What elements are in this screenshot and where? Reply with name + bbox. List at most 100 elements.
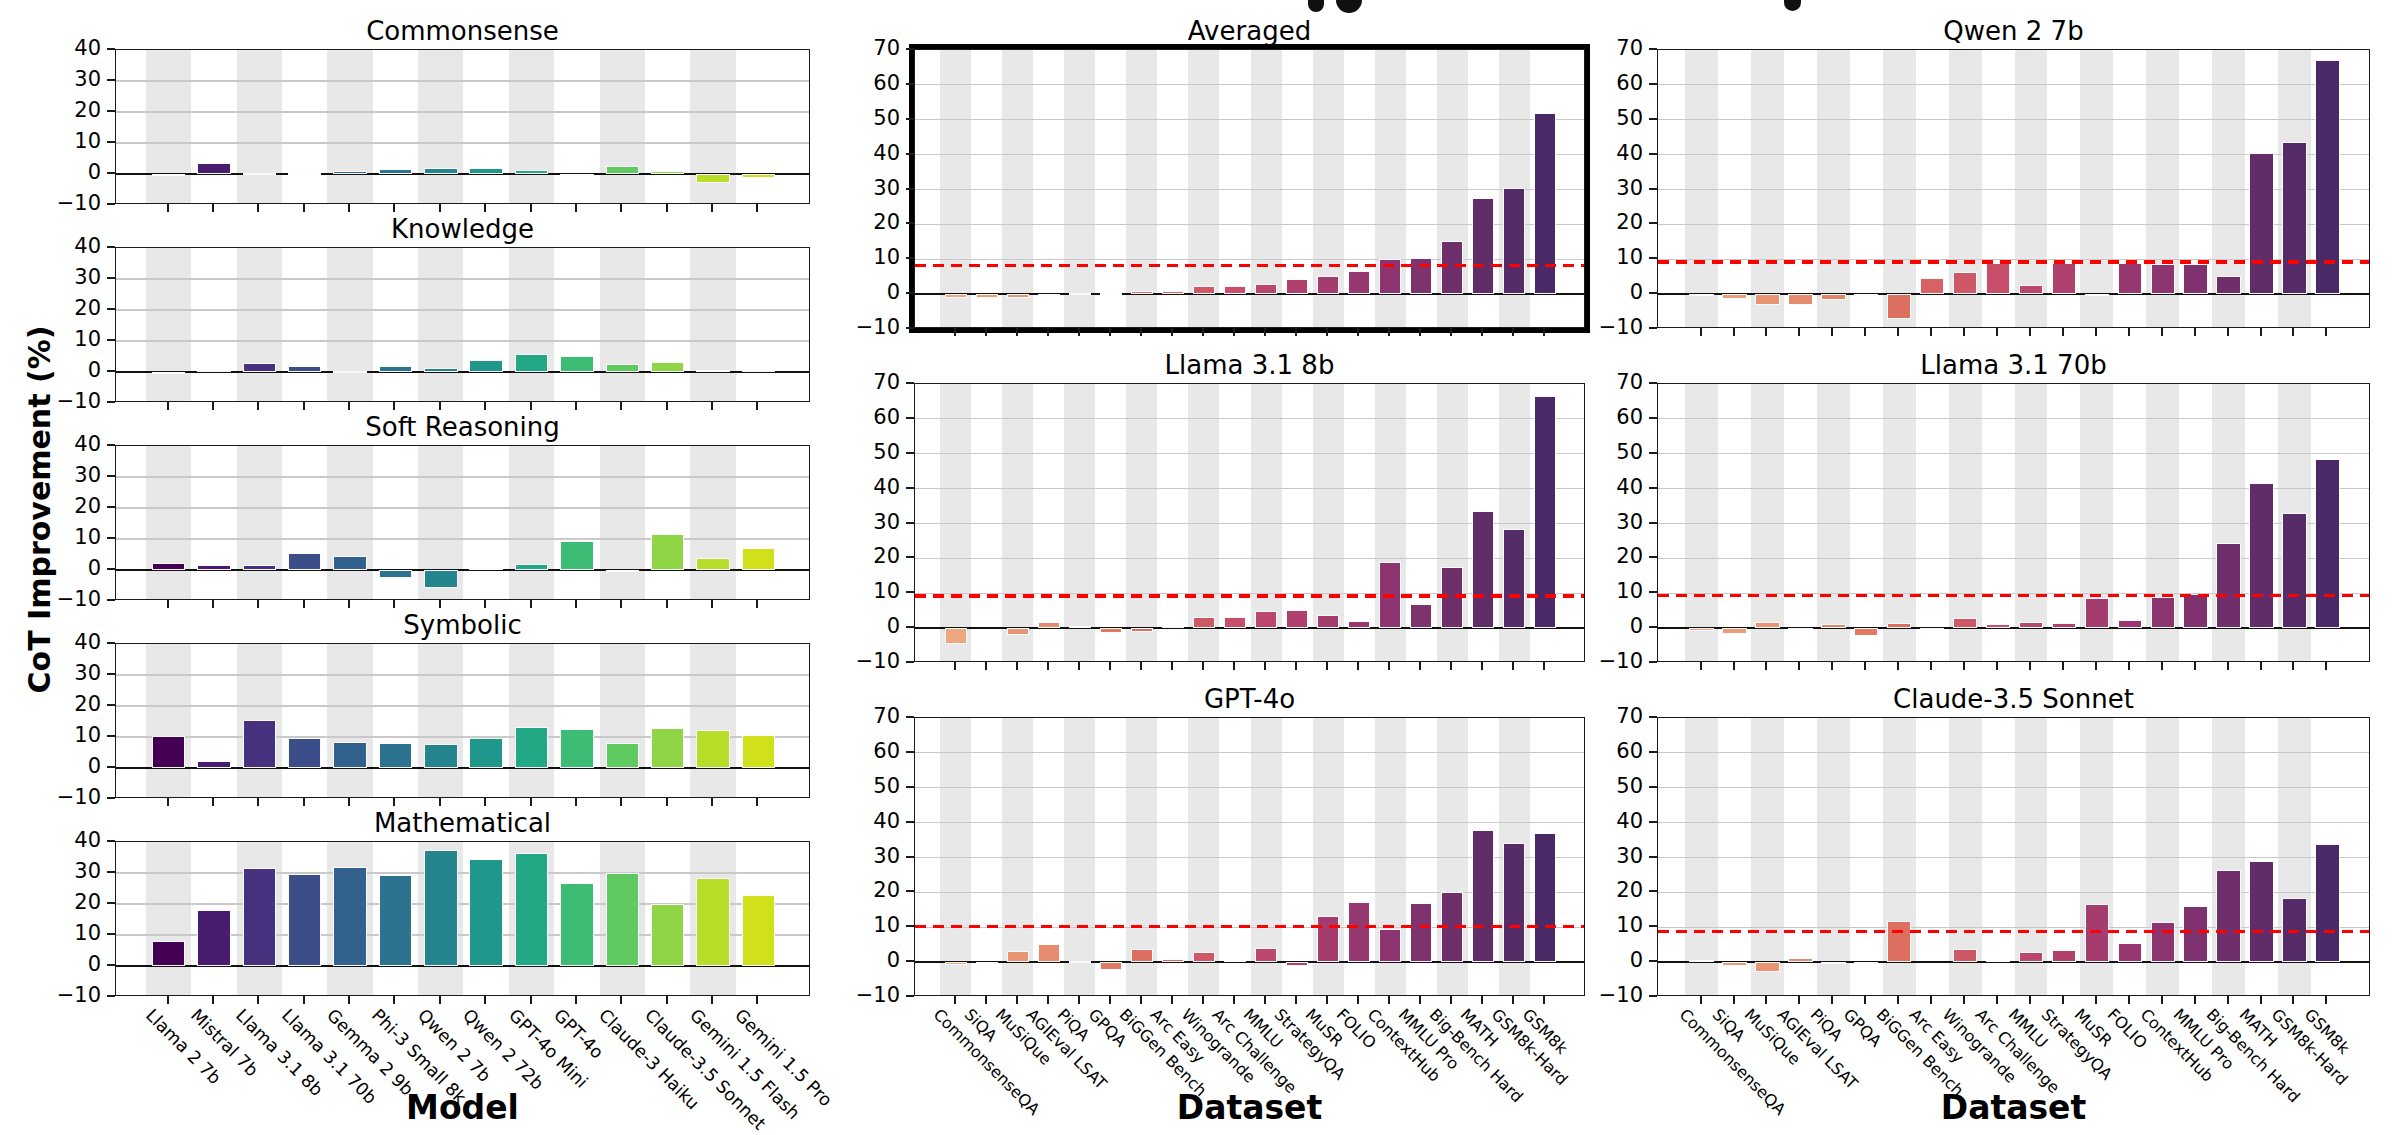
gridline [116,538,809,539]
y-tick-mark [1649,960,1657,962]
bar-Claude-3 Haiku [606,570,640,572]
x-tick-mark [1047,996,1049,1004]
bar-Mistral 7b [197,761,231,768]
chart-llama-3-1-8b: Llama 3.1 8b706050403020100−10 [914,383,1585,662]
x-tick-mark [2095,328,2097,336]
x-tick-mark [303,600,305,608]
bar-CommonsenseQA [945,294,968,297]
bar-Arc Easy [1162,291,1185,294]
x-tick-mark [1357,996,1359,1004]
bar-FOLIO [2118,620,2142,628]
y-tick-mark [906,786,914,788]
y-tick-label: 30 [33,861,101,882]
y-tick-mark [107,735,115,737]
chart-title-symbolic: Symbolic [115,610,810,640]
bar-Gemini 1.5 Pro [742,735,776,768]
gridline [915,787,1584,788]
plot-area-averaged [914,49,1585,328]
x-tick-mark [1233,996,1235,1004]
gridline [116,80,809,81]
background-band [418,50,463,203]
y-tick-mark [1649,48,1657,50]
y-tick-label: 50 [1575,776,1643,797]
x-tick-mark [167,798,169,806]
x-tick-mark [756,996,758,1004]
bar-MMLU Pro [2183,594,2207,628]
x-tick-mark [1864,996,1866,1004]
x-tick-mark [2227,662,2229,670]
gridline [1658,857,2369,858]
bar-StrategyQA [1286,962,1309,965]
y-tick-label: 60 [832,407,900,428]
y-tick-label: 0 [1575,950,1643,971]
y-tick-mark [906,83,914,85]
x-tick-mark [439,204,441,212]
x-tick-mark [2292,328,2294,336]
plot-area-llama-3-1-8b [914,383,1585,662]
bar-Mistral 7b [197,910,231,966]
gridline [915,418,1584,419]
background-band [237,50,282,203]
gridline [116,309,809,310]
x-tick-mark [1481,996,1483,1004]
y-tick-label: −10 [1575,317,1643,338]
background-band [509,644,554,797]
x-tick-mark [2095,662,2097,670]
bar-MuSiQue [1755,294,1779,305]
x-tick-mark [985,662,987,670]
bar-StrategyQA [2052,263,2076,294]
x-tick-mark [393,204,395,212]
gridline [116,674,809,675]
figure-canvas: CoT Improvement (%) Commonsense403020100… [0,0,2392,1135]
x-tick-mark [2292,662,2294,670]
bar-MATH [2249,861,2273,962]
y-tick-mark [906,153,914,155]
gridline [116,476,809,477]
background-band [509,446,554,599]
x-tick-mark [2029,662,2031,670]
x-tick-mark [1295,328,1297,336]
y-tick-label: 0 [33,162,101,183]
bar-BiGGen Bench [1131,628,1154,632]
x-tick-mark [2161,328,2163,336]
bar-GPT-4o [560,356,594,372]
x-tick-mark [756,798,758,806]
x-tick-mark [1295,662,1297,670]
bar-MATH [1472,511,1495,628]
background-band [600,644,645,797]
y-tick-label: 10 [1575,247,1643,268]
x-tick-mark [666,996,668,1004]
bar-GSM8k [2315,459,2339,628]
y-tick-label: 0 [1575,616,1643,637]
x-tick-mark [348,204,350,212]
bar-Qwen 2 7b [424,168,458,174]
x-tick-mark [1202,328,1204,336]
gridline [116,142,809,143]
bar-Claude-3 Haiku [606,743,640,768]
y-tick-label: 40 [832,477,900,498]
chart-commonsense: Commonsense403020100−10 [115,49,810,204]
bar-Qwen 2 72b [469,360,503,372]
background-band [690,446,735,599]
background-band [418,248,463,401]
y-tick-mark [107,995,115,997]
y-tick-label: 70 [832,38,900,59]
x-tick-mark [1171,328,1173,336]
x-tick-mark [212,996,214,1004]
bar-Winogrande [1193,286,1216,294]
y-tick-mark [906,661,914,663]
x-tick-mark [2029,996,2031,1004]
bar-MuSR [1317,615,1340,628]
x-tick-mark [257,798,259,806]
y-tick-label: 70 [832,706,900,727]
y-tick-mark [107,246,115,248]
y-tick-label: 40 [1575,811,1643,832]
bar-Claude-3.5 Sonnet [651,362,685,372]
y-tick-mark [107,172,115,174]
y-tick-mark [107,308,115,310]
y-tick-mark [107,444,115,446]
y-tick-label: 10 [33,923,101,944]
y-tick-label: 0 [33,558,101,579]
gridline [116,278,809,279]
bar-ContextHub [2151,264,2175,294]
